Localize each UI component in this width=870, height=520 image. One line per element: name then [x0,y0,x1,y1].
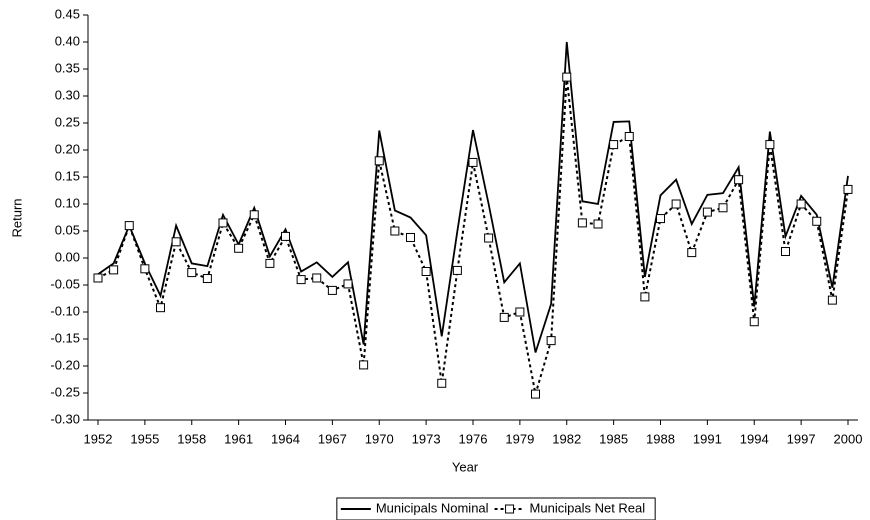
point-marker [124,221,134,231]
x-axis-label: Year [452,459,479,474]
point-marker [281,231,290,241]
y-tick-label: -0.30 [50,411,80,426]
y-tick-label: -0.10 [50,303,80,318]
point-marker [593,219,603,229]
point-marker [249,210,259,220]
x-tick-label: 1979 [505,431,534,446]
point-marker [452,265,462,275]
point-marker [687,248,697,258]
point-marker [218,218,228,228]
point-marker [749,317,759,327]
y-tick-label: 0.30 [55,87,80,102]
point-marker [202,274,212,284]
point-marker [718,203,728,213]
point-marker [702,207,712,217]
point-marker [656,214,665,224]
point-marker [562,72,572,82]
legend-marker [505,504,515,514]
x-tick-label: 1976 [459,431,488,446]
point-marker [531,389,540,399]
point-marker [812,216,822,226]
point-marker [624,132,634,141]
y-tick-label: 0.45 [55,6,80,21]
x-tick-label: 1991 [693,431,722,446]
point-marker [734,175,744,185]
point-marker [109,265,119,275]
x-tick-label: 1973 [412,431,441,446]
y-tick-label: 0.25 [55,114,80,129]
point-marker [765,140,775,150]
point-marker [781,247,790,257]
series-line [97,41,849,353]
x-tick-label: 1997 [787,431,816,446]
point-marker [499,312,509,322]
y-tick-label: 0.20 [55,141,80,156]
point-marker [296,275,306,285]
point-marker [406,232,415,242]
series-line [97,76,849,395]
y-tick-label: 0.35 [55,60,80,75]
y-tick-label: 0.05 [55,222,80,237]
point-marker [827,295,837,305]
point-marker [577,218,587,228]
y-tick-label: -0.25 [50,384,80,399]
point-marker [327,285,337,295]
x-tick-label: 1985 [599,431,628,446]
point-marker [312,273,322,283]
y-tick-label: -0.20 [50,357,80,372]
point-marker [796,199,806,209]
point-marker [421,267,431,276]
y-axis-label: Return [9,198,24,237]
x-tick-label: 1955 [130,431,159,446]
point-marker [640,292,650,302]
y-tick-label: -0.05 [50,276,80,291]
x-tick-label: 1988 [646,431,675,446]
point-marker [156,303,165,313]
y-tick-label: 0.00 [55,249,80,264]
x-tick-label: 1994 [740,431,769,446]
x-tick-label: 1952 [84,431,113,446]
y-tick-label: 0.10 [55,195,80,210]
point-marker [171,237,181,247]
point-marker [234,243,244,253]
y-tick-label: -0.15 [50,330,80,345]
point-marker [484,233,494,243]
point-marker [515,307,525,317]
point-marker [343,279,353,289]
y-tick-label: 0.15 [55,168,80,183]
x-tick-label: 1967 [318,431,347,446]
x-tick-label: 1961 [224,431,253,446]
point-marker [609,140,619,150]
x-tick-label: 1958 [177,431,206,446]
point-marker [390,226,400,236]
point-marker [468,157,478,167]
point-marker [140,264,150,274]
x-tick-label: 1982 [552,431,581,446]
x-tick-label: 2000 [834,431,863,446]
y-tick-label: 0.40 [55,33,80,48]
point-marker [374,156,384,166]
x-tick-label: 1970 [365,431,394,446]
legend-label: Municipals Nominal [376,500,489,515]
point-marker [546,336,556,346]
point-marker [359,360,369,370]
point-marker [437,378,447,388]
legend-label: Municipals Net Real [530,500,646,515]
legend: Municipals Nominal Municipals Net Real [336,497,656,520]
point-marker [187,268,197,278]
point-marker [671,199,681,209]
point-marker [265,258,275,268]
point-marker [843,184,853,194]
x-tick-label: 1964 [271,431,300,446]
point-marker [93,273,103,283]
